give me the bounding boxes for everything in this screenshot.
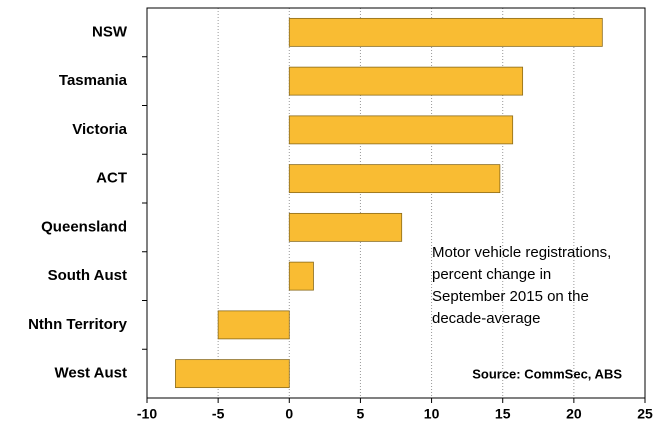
bar [175, 359, 290, 389]
x-tick-label: 5 [357, 406, 365, 422]
plot-frame [146, 7, 646, 399]
bar [288, 261, 314, 291]
bar [288, 212, 403, 242]
annotation: September 2015 on the [432, 288, 589, 305]
y-tick-label: Victoria [72, 121, 127, 138]
bar [288, 17, 603, 47]
annotation: decade-average [432, 310, 540, 327]
annotation: Motor vehicle registrations, [432, 244, 611, 261]
x-tick-label: 15 [495, 406, 511, 422]
bar [288, 66, 524, 96]
y-tick-label: South Aust [48, 267, 127, 284]
x-tick-label: 25 [637, 406, 653, 422]
bar [288, 164, 501, 194]
y-tick-label: West Aust [54, 365, 127, 382]
bar [217, 310, 290, 340]
annotation: percent change in [432, 266, 551, 283]
y-tick-label: Queensland [41, 218, 127, 235]
x-tick-label: 0 [285, 406, 293, 422]
bar [288, 115, 514, 145]
source: Source: CommSec, ABS [472, 366, 622, 381]
x-tick-label: 20 [566, 406, 582, 422]
x-tick-label: 10 [424, 406, 440, 422]
y-tick-label: Nthn Territory [28, 316, 128, 333]
y-tick-label: NSW [92, 23, 128, 40]
y-tick-label: Tasmania [59, 72, 128, 89]
x-tick-label: -5 [212, 406, 225, 422]
x-tick-label: -10 [137, 406, 157, 422]
y-tick-label: ACT [96, 170, 127, 187]
